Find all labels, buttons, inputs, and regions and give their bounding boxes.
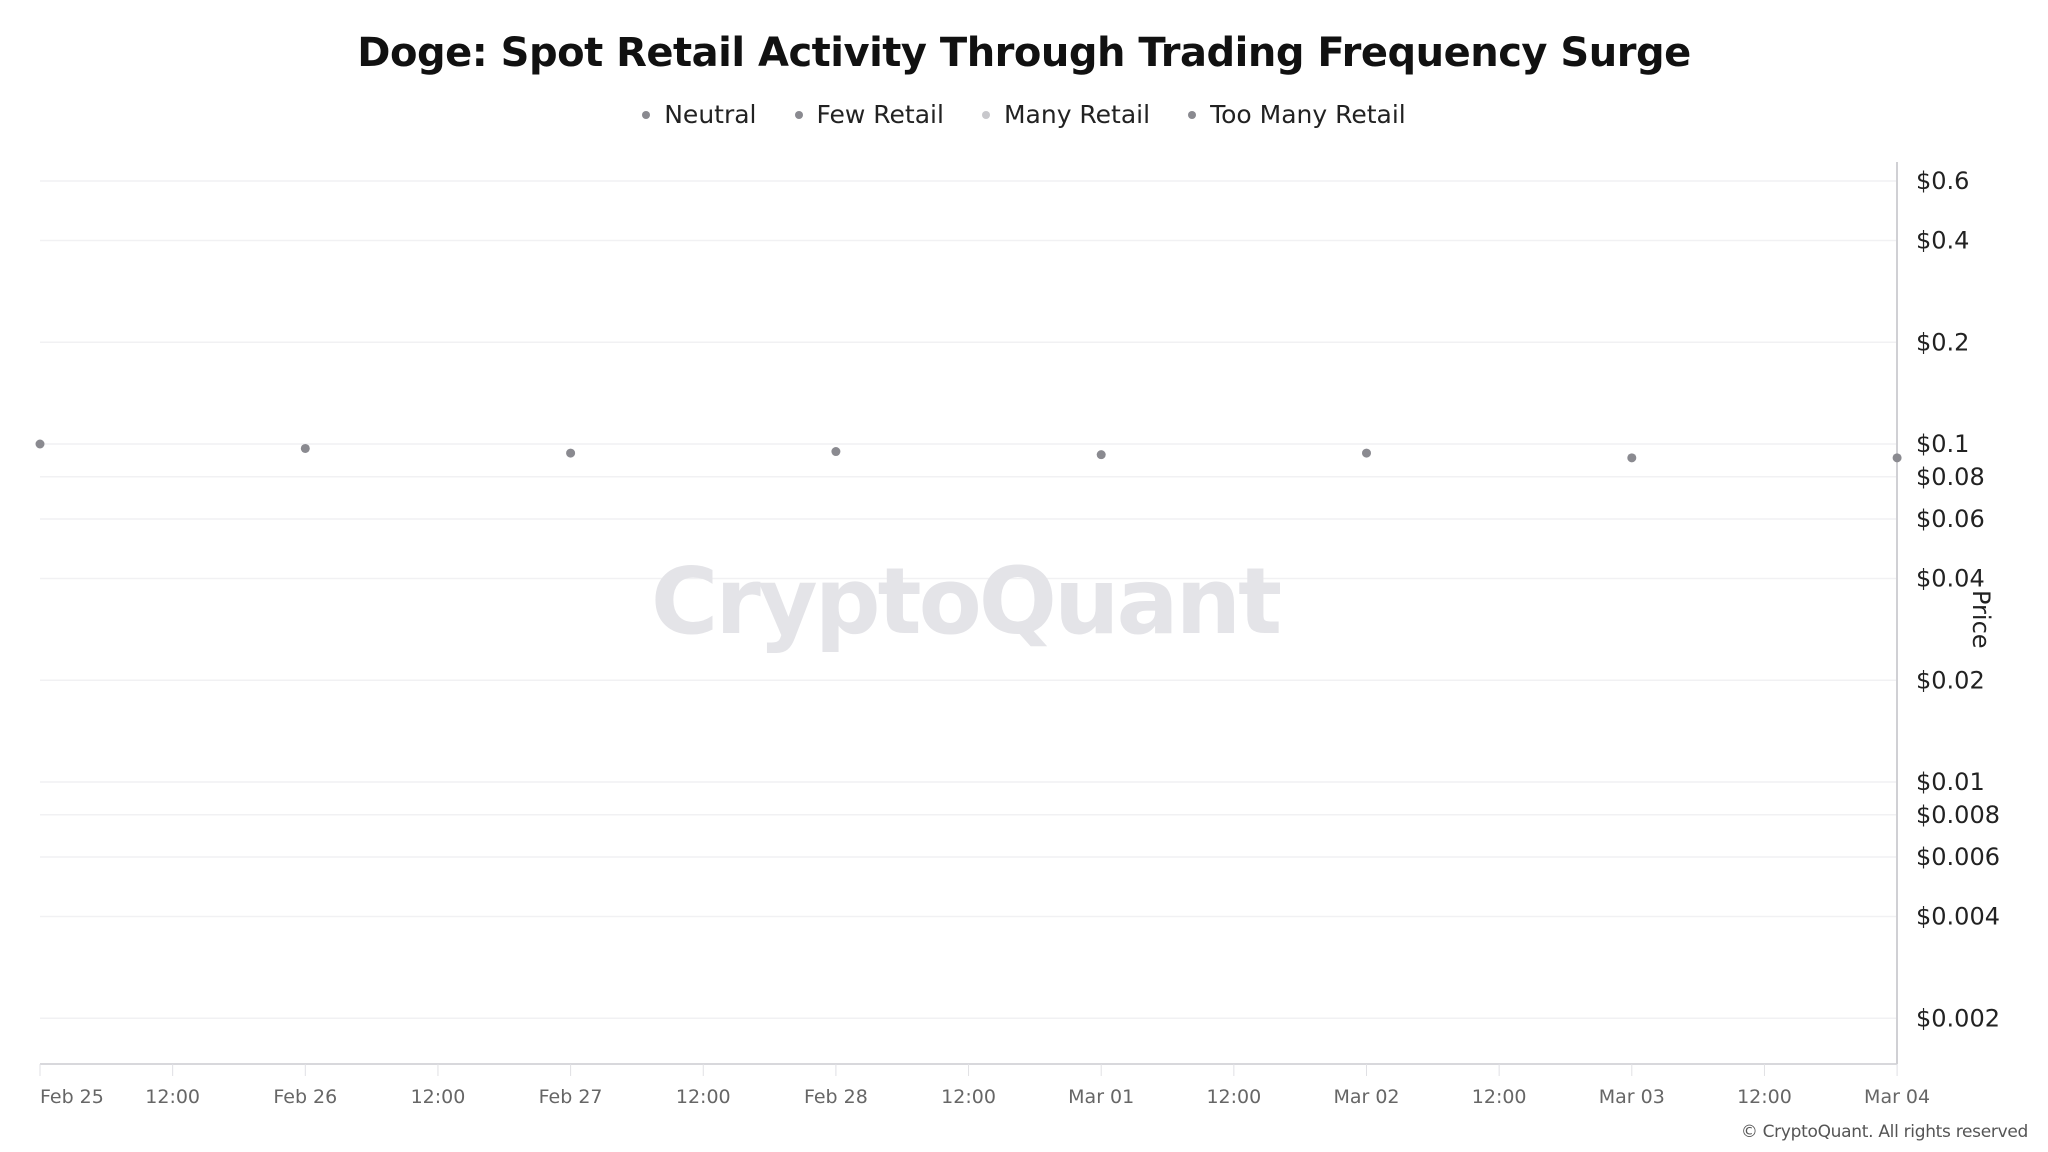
legend-label: Neutral xyxy=(664,100,757,129)
legend-item-too-many-retail[interactable]: Too Many Retail xyxy=(1188,100,1406,129)
y-tick-label: $0.004 xyxy=(1916,903,2000,931)
y-tick-label: $0.04 xyxy=(1916,565,1985,593)
x-tick-label: Feb 26 xyxy=(273,1086,337,1108)
y-tick-label: $0.08 xyxy=(1916,463,1985,491)
y-axis-ticks: $0.6 $0.4 $0.2 $0.1 $0.08 $0.06 $0.04 $0.02 $0.0… xyxy=(1916,167,2000,1032)
legend-dot-icon xyxy=(1188,110,1197,119)
data-point[interactable] xyxy=(1627,453,1637,463)
legend-item-many-retail[interactable]: Many Retail xyxy=(981,100,1151,129)
legend-label: Too Many Retail xyxy=(1210,100,1406,129)
y-tick-label: $0.6 xyxy=(1916,167,1969,195)
y-tick-label: $0.1 xyxy=(1916,430,1969,458)
legend-item-few-retail[interactable]: Few Retail xyxy=(794,100,944,129)
y-tick-label: $0.002 xyxy=(1916,1004,2000,1032)
data-points xyxy=(35,439,1902,463)
y-tick-label: $0.006 xyxy=(1916,843,2000,871)
data-point[interactable] xyxy=(1892,453,1902,463)
legend-item-neutral[interactable]: Neutral xyxy=(642,100,757,129)
x-tick-label: 12:00 xyxy=(411,1086,466,1108)
legend-label: Few Retail xyxy=(816,100,944,129)
data-point[interactable] xyxy=(831,447,841,457)
x-tick-label: Feb 28 xyxy=(804,1086,868,1108)
data-point[interactable] xyxy=(1362,448,1371,458)
y-tick-label: $0.4 xyxy=(1916,227,1969,255)
chart-title: Doge: Spot Retail Activity Through Tradi… xyxy=(357,30,1691,76)
x-tick-label: Mar 01 xyxy=(1068,1086,1134,1108)
legend: Neutral Few Retail Many Retail Too Many … xyxy=(0,100,2048,129)
legend-dot-icon xyxy=(794,110,803,119)
x-tick-label: Mar 03 xyxy=(1599,1086,1665,1108)
x-tick-label: 12:00 xyxy=(941,1086,996,1108)
x-tick-label: Mar 02 xyxy=(1333,1086,1399,1108)
data-point[interactable] xyxy=(566,448,576,458)
data-point[interactable] xyxy=(300,443,310,453)
x-tick-label: Mar 04 xyxy=(1864,1086,1930,1108)
x-tick-label: 12:00 xyxy=(676,1086,731,1108)
grid-lines xyxy=(40,180,1897,1020)
y-tick-label: $0.2 xyxy=(1916,328,1969,356)
legend-label: Many Retail xyxy=(1003,100,1151,129)
watermark: CryptoQuant xyxy=(651,548,1280,655)
x-tick-label: 12:00 xyxy=(145,1086,200,1108)
x-tick-label: Feb 27 xyxy=(539,1086,603,1108)
x-tick-label: 12:00 xyxy=(1206,1086,1261,1108)
x-tick-label: Feb 25 xyxy=(40,1086,104,1108)
data-point[interactable] xyxy=(35,439,45,449)
data-point[interactable] xyxy=(1096,450,1106,460)
x-axis-ticks: Feb 25 12:00 Feb 26 12:00 Feb 27 12:00 Feb 28 1… xyxy=(39,1064,1930,1108)
x-tick-label: 12:00 xyxy=(1737,1086,1792,1108)
y-tick-label: $0.06 xyxy=(1916,505,1985,533)
y-tick-label: $0.008 xyxy=(1916,801,2000,829)
x-tick-label: 12:00 xyxy=(1472,1086,1527,1108)
legend-dot-icon xyxy=(642,110,651,119)
y-tick-label: $0.02 xyxy=(1916,666,1985,694)
y-axis-label: Price xyxy=(1967,590,1995,649)
copyright-notice: © CryptoQuant. All rights reserved xyxy=(1740,1122,2028,1142)
y-tick-label: $0.01 xyxy=(1916,768,1985,796)
legend-dot-icon xyxy=(981,110,990,119)
